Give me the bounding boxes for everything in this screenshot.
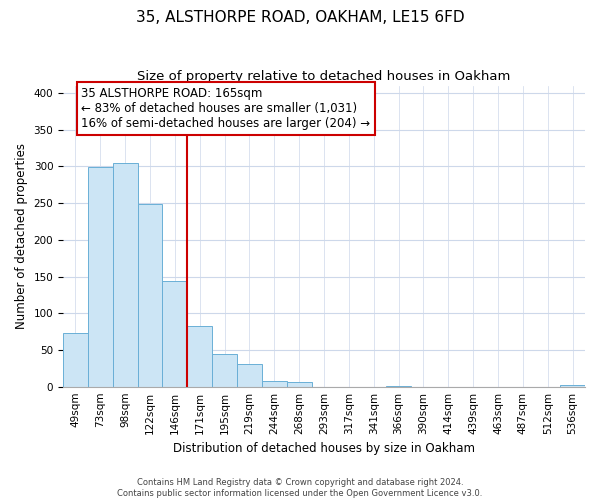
Bar (560, 385, 585, 386)
Bar (163, 281, 187, 386)
Bar (137, 204, 163, 386)
Text: 35, ALSTHORPE ROAD, OAKHAM, LE15 6FD: 35, ALSTHORPE ROAD, OAKHAM, LE15 6FD (136, 10, 464, 25)
X-axis label: Distribution of detached houses by size in Oakham: Distribution of detached houses by size … (173, 442, 475, 455)
Bar (63, 333, 88, 386)
Bar (237, 364, 262, 386)
Text: 35 ALSTHORPE ROAD: 165sqm
← 83% of detached houses are smaller (1,031)
16% of se: 35 ALSTHORPE ROAD: 165sqm ← 83% of detac… (81, 87, 370, 130)
Text: Contains HM Land Registry data © Crown copyright and database right 2024.
Contai: Contains HM Land Registry data © Crown c… (118, 478, 482, 498)
Bar (88, 167, 113, 386)
Bar (187, 326, 212, 386)
Bar (113, 164, 137, 386)
Bar (287, 382, 311, 386)
Bar (212, 354, 237, 386)
Y-axis label: Number of detached properties: Number of detached properties (15, 143, 28, 329)
Title: Size of property relative to detached houses in Oakham: Size of property relative to detached ho… (137, 70, 511, 83)
Bar (262, 381, 287, 386)
